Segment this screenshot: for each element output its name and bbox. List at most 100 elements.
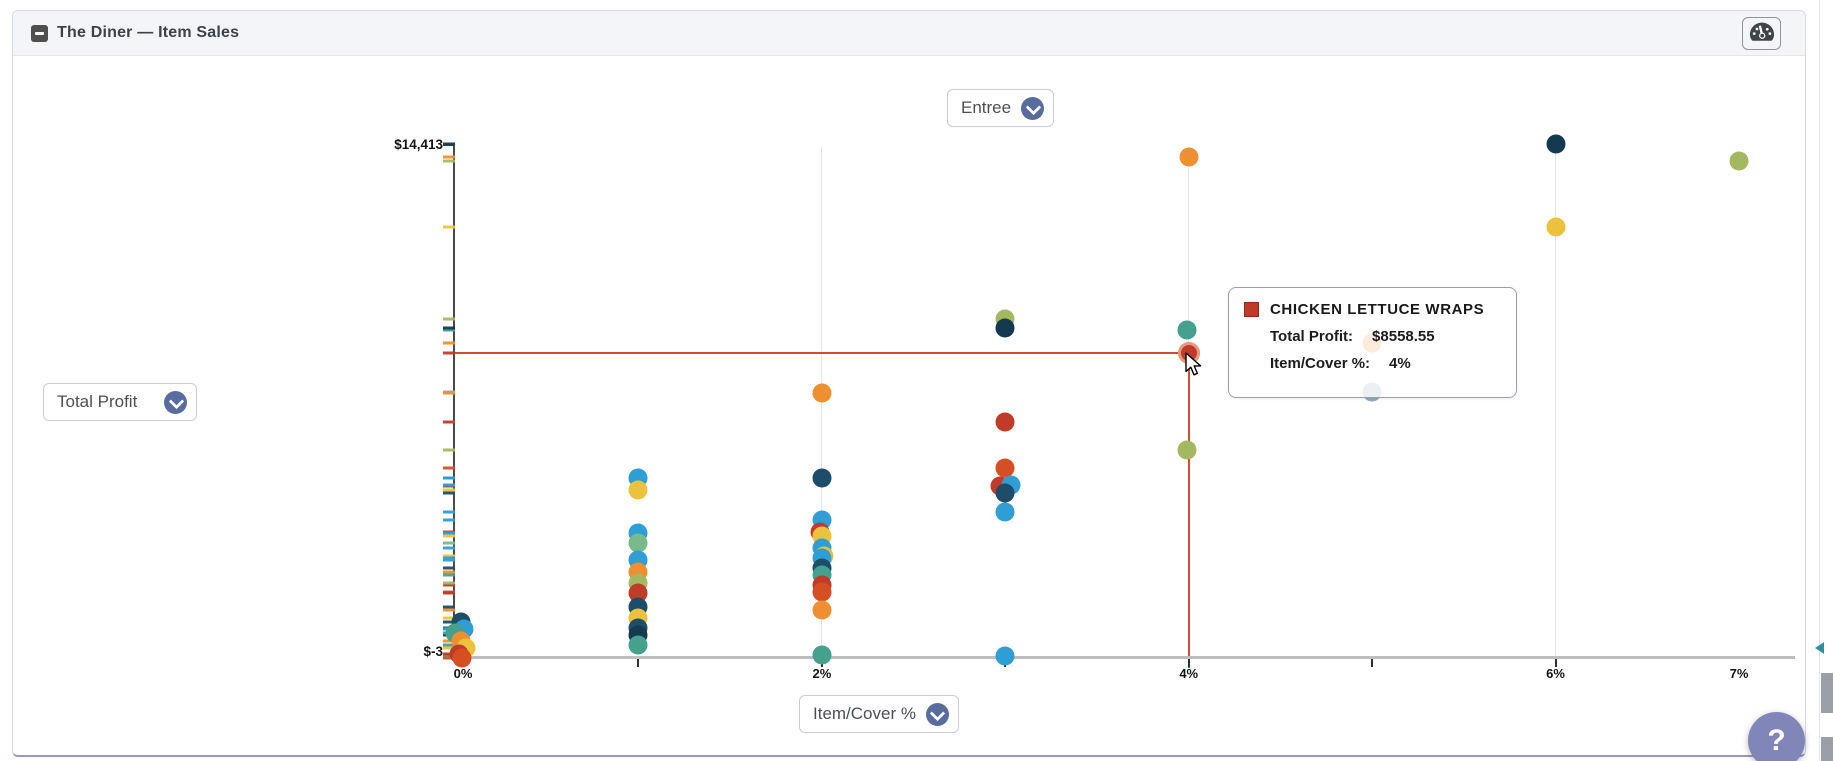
x-axis-dropdown-label: Item/Cover % [813,704,916,723]
y-axis-rug-mark [443,656,455,660]
y-axis-rug-mark [443,573,455,577]
y-axis-rug-mark [443,546,455,550]
scatter-point[interactable] [995,502,1015,522]
x-axis-tick [1554,659,1557,667]
y-axis-rug-mark [443,541,455,545]
scrollbar-thumb[interactable] [1821,737,1833,761]
scatter-point[interactable] [995,412,1015,432]
tooltip-row: Total Profit: $8558.55 [1270,328,1500,345]
scatter-point[interactable] [628,480,648,500]
help-button[interactable]: ? [1748,712,1805,761]
scatter-point[interactable] [1546,134,1566,154]
scatter-point[interactable] [1729,151,1749,171]
scatter-point[interactable] [1177,320,1197,340]
datapoint-tooltip: CHICKEN LETTUCE WRAPS Total Profit: $8558… [1228,287,1517,398]
scatter-point[interactable] [1179,147,1199,167]
y-axis-rug-mark [443,510,455,514]
scatter-point[interactable] [452,648,472,668]
panel-header: The Diner — Item Sales [13,11,1805,56]
dashboard-view-button[interactable] [1742,17,1781,50]
x-axis-dropdown[interactable]: Item/Cover % [799,695,959,733]
collapse-panel-icon[interactable] [31,24,48,42]
scatter-point[interactable] [628,635,648,655]
x-axis-label-2%: 2% [812,666,832,681]
mouse-pointer-icon [1184,352,1204,383]
y-axis-max-label: $14,413 [394,137,443,152]
y-axis-rug-mark [443,620,455,624]
y-axis-dropdown-label: Total Profit [57,392,138,411]
scatter-point[interactable] [628,533,648,553]
scatter-point[interactable] [812,383,832,403]
y-axis-rug-mark [443,531,455,535]
y-axis-rug-mark [443,488,455,492]
y-axis-rug-mark [443,159,455,163]
y-axis-rug-mark [443,317,455,321]
scatter-point[interactable] [812,468,832,488]
y-axis-rug-mark [443,652,455,656]
y-axis-rug-mark [443,616,455,620]
tooltip-row: Item/Cover %: 4% [1270,355,1500,372]
y-axis-rug-mark [443,483,455,487]
scatter-point[interactable] [1177,440,1197,460]
y-axis-rug-mark [443,646,455,650]
y-axis-rug-mark [443,225,455,229]
scroll-arrow-icon[interactable] [1815,642,1824,654]
y-axis-rug-mark [443,605,455,609]
scatter-point[interactable] [812,582,832,602]
y-axis-rug-mark [443,534,455,538]
y-axis-rug-mark [443,643,455,647]
tooltip-row-value: $8558.55 [1372,328,1435,345]
y-axis-rug-mark [443,608,455,612]
series-dropdown-label: Entree [961,98,1012,117]
x-axis-tick [1187,659,1190,667]
x-axis-label-7%: 7% [1729,666,1749,681]
scatter-point-hovered[interactable] [1177,342,1200,365]
x-axis-tick [637,659,640,667]
scatter-point[interactable] [1546,217,1566,237]
series-dropdown[interactable]: Entree [947,89,1055,127]
y-axis-rug-mark [443,556,455,560]
x-axis-label-6%: 6% [1546,666,1565,681]
y-axis-rug-mark [443,476,455,480]
panel-title: The Diner — Item Sales [57,24,240,41]
x-axis-label-4%: 4% [1179,666,1199,681]
x-axis-line [451,656,1795,659]
x-axis-tick [1371,659,1374,667]
scatter-point[interactable] [995,458,1015,478]
y-axis-line [453,145,455,658]
y-axis-min-label: $-3 [423,644,443,659]
y-axis-rug-mark [443,566,455,570]
question-mark-icon: ? [1767,723,1786,757]
y-axis-rug-mark [443,341,455,345]
tooltip-row-label: Item/Cover %: [1270,355,1371,372]
chart-panel: The Diner — Item Sales Entree [12,10,1806,757]
crosshair-horizontal [455,352,1189,355]
scrollbar-thumb[interactable] [1821,673,1833,713]
y-axis-rug-mark [443,491,455,495]
tooltip-row-label: Total Profit: [1270,328,1354,345]
scatter-point[interactable] [812,600,832,620]
chevron-down-icon [925,702,949,726]
gauge-icon [1749,21,1775,47]
gridline-6pct [1555,147,1557,657]
scatter-point[interactable] [812,645,832,665]
y-axis-dropdown[interactable]: Total Profit [43,383,197,421]
scatter-point[interactable] [995,483,1015,503]
y-axis-rug-mark [443,591,455,595]
y-axis-rug-mark [443,583,455,587]
scatter-point[interactable] [995,318,1015,338]
crosshair-vertical [1187,353,1190,668]
y-axis-rug-mark [443,420,455,424]
scatter-point[interactable] [995,646,1015,666]
y-axis-rug-mark [443,326,455,330]
y-axis-rug-mark [443,391,455,395]
y-axis-rug-mark [443,518,455,522]
y-axis-rug-mark [443,466,455,470]
y-axis-rug-mark [443,155,455,159]
y-axis-rug-mark [443,581,455,585]
tooltip-row-value: 4% [1389,355,1411,372]
y-axis-rug-mark [443,570,455,574]
vertical-scrollbar[interactable] [1819,0,1833,761]
chevron-down-icon [1021,96,1045,120]
